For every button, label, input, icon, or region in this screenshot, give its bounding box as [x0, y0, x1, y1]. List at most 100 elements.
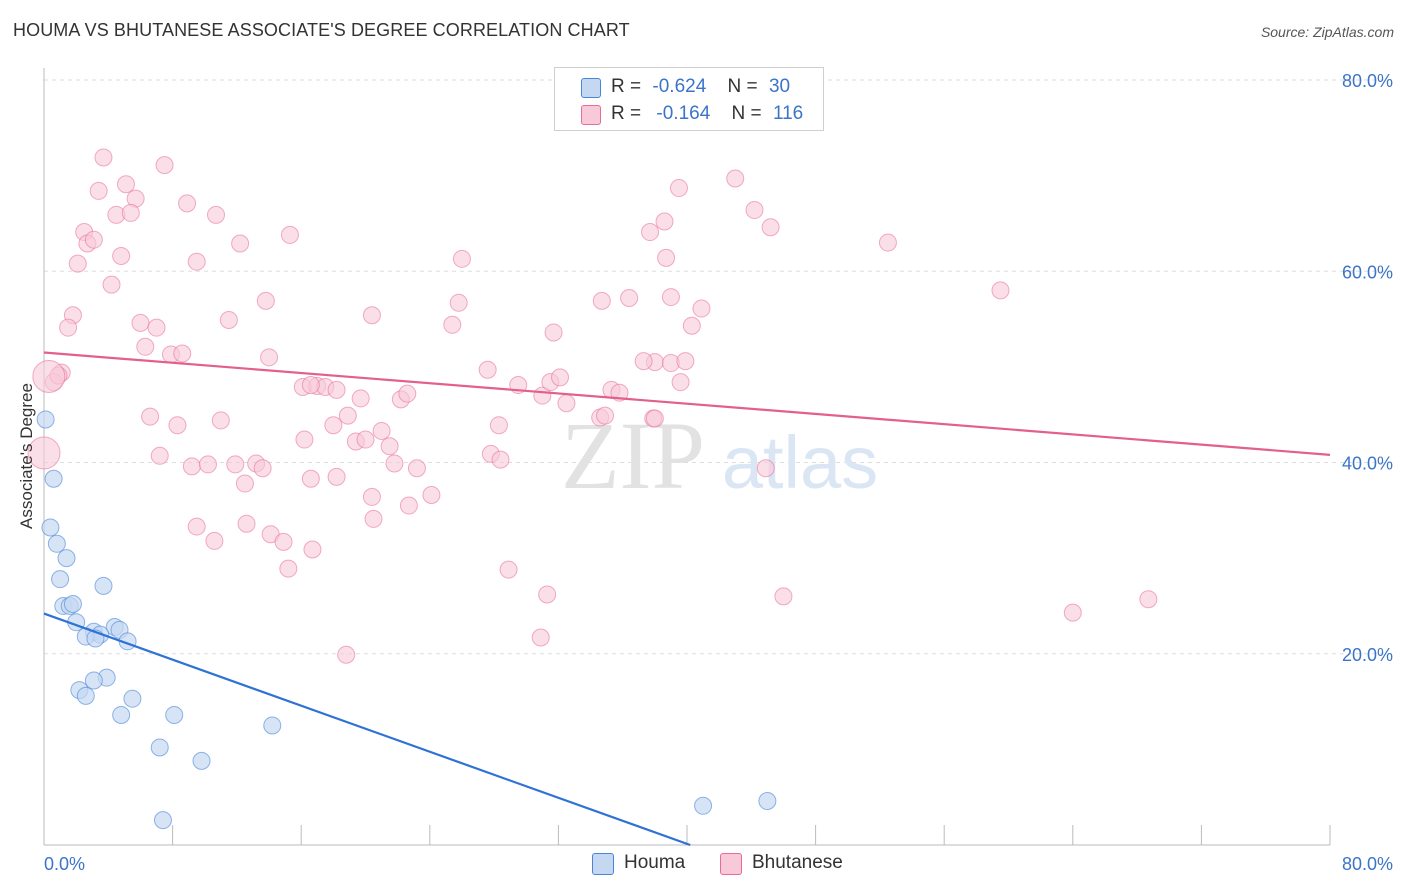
bhutanese-point [68, 254, 87, 273]
bhutanese-point [84, 230, 103, 249]
houma-point [47, 534, 66, 553]
houma-point [41, 518, 60, 537]
bhutanese-point [774, 587, 793, 606]
chart-title: HOUMA VS BHUTANESE ASSOCIATE'S DEGREE CO… [13, 20, 630, 40]
bhutanese-point [147, 318, 166, 337]
bhutanese-point [324, 416, 343, 435]
tick-labels: 20.0% 40.0% 60.0% 80.0% 0.0% 80.0% [44, 71, 1393, 874]
watermark-zip: ZIP [561, 402, 705, 509]
bhutanese-point [253, 459, 272, 478]
bhutanese-point [136, 337, 155, 356]
houma-point [150, 738, 169, 757]
houma-point [57, 549, 76, 568]
houma-point [36, 410, 55, 429]
houma-swatch [581, 78, 601, 98]
bhutanese-point [102, 275, 121, 294]
bhutanese-point [596, 406, 615, 425]
houma-trend-line [43, 612, 691, 847]
bhutanese-point [303, 540, 322, 559]
bottom-bhutanese-swatch [720, 853, 742, 875]
bhutanese-point [187, 252, 206, 271]
bhutanese-point [198, 455, 217, 474]
bhutanese-point [538, 585, 557, 604]
bhutanese-point [544, 323, 563, 342]
bhutanese-point [279, 559, 298, 578]
bhutanese-point [150, 446, 169, 465]
houma-point [123, 689, 142, 708]
bhutanese-point [655, 212, 674, 231]
bhutanese-point [338, 406, 357, 425]
bhutanese-point [991, 281, 1010, 300]
source-label: Source: ZipAtlas.com [1260, 24, 1394, 40]
bhutanese-point [219, 311, 238, 330]
houma-point [112, 705, 131, 724]
y-tick-label: 80.0% [1342, 71, 1393, 91]
bhutanese-r-value: -0.164 [656, 103, 711, 124]
bhutanese-point [211, 411, 230, 430]
bhutanese-point [182, 457, 201, 476]
bhutanese-point [385, 454, 404, 473]
houma-n-label: N = [727, 76, 758, 97]
bhutanese-point [443, 315, 462, 334]
bhutanese-point [1063, 603, 1082, 622]
bhutanese-point [337, 645, 356, 664]
bhutanese-point [226, 455, 245, 474]
bhutanese-point [231, 234, 250, 253]
bhutanese-point [155, 156, 174, 175]
bhutanese-point [205, 531, 224, 550]
houma-point [84, 671, 103, 690]
bhutanese-trend-line [43, 351, 1331, 456]
houma-point [758, 792, 777, 811]
bhutanese-point [256, 291, 275, 310]
houma-point [44, 469, 63, 488]
bhutanese-point [94, 148, 113, 167]
bhutanese-point [878, 233, 897, 252]
houma-r-value: -0.624 [652, 76, 707, 97]
bhutanese-point [669, 179, 688, 198]
bhutanese-point [32, 359, 66, 393]
bhutanese-point [327, 467, 346, 486]
houma-point [263, 716, 282, 735]
bhutanese-point [356, 430, 375, 449]
bhutanese-point [489, 416, 508, 435]
watermark: ZIP atlas [561, 402, 878, 509]
bhutanese-point [141, 407, 160, 426]
bhutanese-point [351, 389, 370, 408]
bhutanese-point [372, 421, 391, 440]
houma-point [94, 576, 113, 595]
bhutanese-n-label: N = [731, 103, 762, 124]
x-tick-label: 80.0% [1342, 854, 1393, 874]
bhutanese-point [116, 175, 135, 194]
houma-point [165, 705, 184, 724]
bhutanese-point [89, 181, 108, 200]
bhutanese-point [422, 486, 441, 505]
bhutanese-point [301, 469, 320, 488]
bhutanese-point [676, 352, 695, 371]
bhutanese-point [657, 248, 676, 267]
bhutanese-point [362, 306, 381, 325]
bhutanese-r-label: R = [611, 103, 642, 124]
trend-lines [43, 351, 1331, 847]
bhutanese-point [692, 299, 711, 318]
bhutanese-point [173, 344, 192, 363]
bhutanese-point [745, 201, 764, 220]
bhutanese-point [399, 496, 418, 515]
bhutanese-point [121, 203, 140, 222]
y-tick-label: 40.0% [1342, 454, 1393, 474]
bhutanese-point [449, 293, 468, 312]
bhutanese-point [661, 288, 680, 307]
bhutanese-point [491, 450, 510, 469]
houma-point [694, 796, 713, 815]
bhutanese-point [237, 514, 256, 533]
bhutanese-point [620, 289, 639, 308]
bhutanese-point [235, 474, 254, 493]
bhutanese-point [59, 318, 78, 337]
legend-houma-text: R = -0.624 N = 30 [611, 76, 790, 98]
watermark-atlas: atlas [722, 421, 878, 504]
bhutanese-points [27, 148, 1158, 664]
bhutanese-point [178, 194, 197, 213]
houma-points [36, 410, 777, 830]
bhutanese-point [478, 360, 497, 379]
bhutanese-point [761, 218, 780, 237]
